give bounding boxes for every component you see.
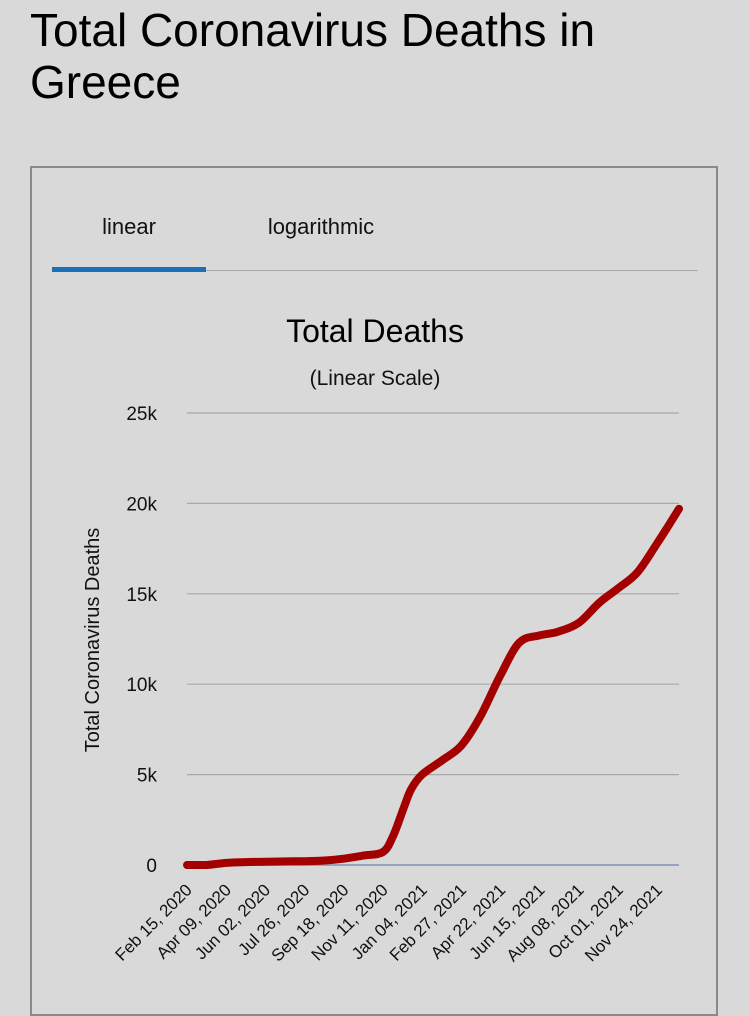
tab-logarithmic[interactable]: logarithmic bbox=[267, 214, 375, 239]
y-tick-labels: 0 5k 10k 15k 20k 25k bbox=[126, 404, 157, 877]
line-chart: Total Deaths (Linear Scale) Total Corona… bbox=[82, 313, 683, 965]
gridlines bbox=[187, 412, 679, 866]
tab-linear[interactable]: linear bbox=[52, 214, 206, 272]
series-line-total-deaths bbox=[183, 504, 683, 870]
series bbox=[183, 504, 683, 870]
page-title: Total Coronavirus Deaths in Greece bbox=[30, 4, 596, 108]
y-tick-label: 15k bbox=[126, 585, 157, 606]
y-axis-label: Total Coronavirus Deaths bbox=[82, 528, 104, 753]
y-tick-label: 25k bbox=[126, 404, 157, 425]
scale-tabs: linear logarithmic bbox=[52, 198, 698, 272]
y-tick-label: 10k bbox=[126, 675, 157, 696]
y-tick-label: 20k bbox=[126, 494, 157, 515]
chart-card: linear logarithmic Total Deaths (Linear … bbox=[30, 166, 718, 1016]
chart-title: Total Deaths bbox=[286, 313, 464, 349]
y-tick-label: 0 bbox=[146, 856, 157, 877]
chart-subtitle: (Linear Scale) bbox=[310, 367, 441, 390]
y-tick-label: 5k bbox=[137, 766, 158, 787]
